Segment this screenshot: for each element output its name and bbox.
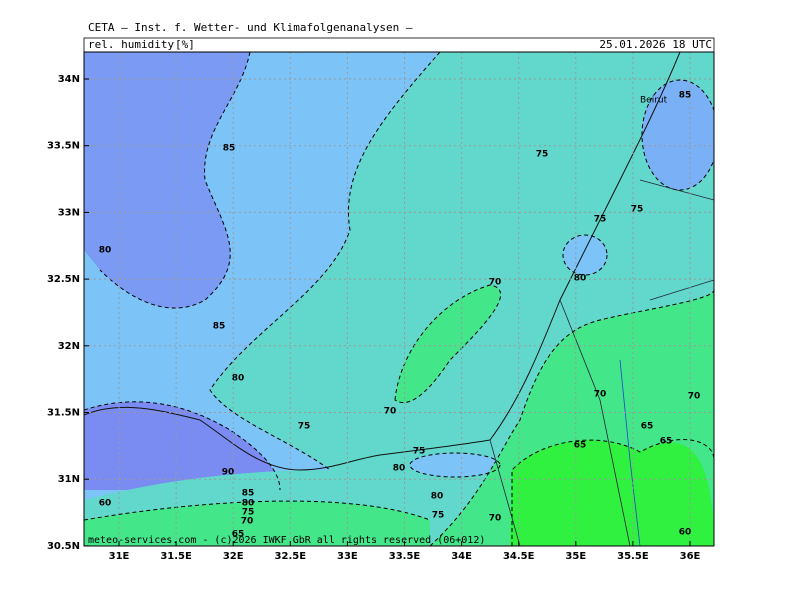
humidity-85-blob bbox=[642, 80, 714, 190]
contour-label: 80 bbox=[99, 246, 112, 256]
date-label: 25.01.2026 18 UTC bbox=[599, 38, 712, 51]
x-tick-label: 33E bbox=[337, 551, 358, 562]
field bbox=[84, 52, 714, 546]
contour-label: 70 bbox=[594, 390, 607, 400]
contour-label: 80 bbox=[393, 464, 406, 474]
contour-label: 60 bbox=[679, 528, 692, 538]
contour-label: 80 bbox=[232, 374, 245, 384]
y-tick-label: 32.5N bbox=[47, 274, 80, 285]
x-tick-label: 32E bbox=[223, 551, 244, 562]
y-tick-label: 33N bbox=[58, 207, 80, 218]
x-tick-label: 31.5E bbox=[160, 551, 192, 562]
contour-label: 75 bbox=[298, 422, 311, 432]
variable-label: rel. humidity bbox=[88, 38, 174, 51]
contour-label: 70 bbox=[241, 517, 254, 527]
contour-label: 75 bbox=[413, 447, 426, 457]
contour-label: 80 bbox=[242, 499, 255, 509]
y-tick-label: 30.5N bbox=[47, 541, 80, 552]
contour-label: 75 bbox=[594, 215, 607, 225]
contour-label: 85 bbox=[223, 144, 236, 154]
contour bbox=[99, 52, 251, 309]
contour-label: 85 bbox=[213, 322, 226, 332]
contour-label: 70 bbox=[384, 407, 397, 417]
y-tick-label: 31.5N bbox=[47, 408, 80, 419]
humidity-70-blob bbox=[395, 285, 501, 403]
unit-label: [%] bbox=[175, 38, 195, 51]
y-tick-label: 34N bbox=[58, 74, 80, 85]
humidity-90 bbox=[84, 401, 280, 490]
humidity-70-strip bbox=[84, 501, 430, 546]
contour-label: 70 bbox=[688, 392, 701, 402]
contour-label: 75 bbox=[432, 511, 445, 521]
x-tick-label: 35E bbox=[565, 551, 586, 562]
x-tick-label: 36E bbox=[680, 551, 701, 562]
x-tick-label: 34E bbox=[451, 551, 472, 562]
title: CETA — Inst. f. Wetter- und Klimafolgena… bbox=[88, 21, 413, 34]
contour-label: 75 bbox=[242, 508, 255, 518]
contour-label: 75 bbox=[536, 150, 549, 160]
map-frame bbox=[83, 51, 715, 547]
contour-label: 65 bbox=[660, 437, 673, 447]
contour-label: 65 bbox=[574, 441, 587, 451]
contour bbox=[394, 284, 502, 404]
y-tick-label: 33.5N bbox=[47, 141, 80, 152]
place-label: Beirut bbox=[640, 96, 668, 106]
contour bbox=[562, 234, 608, 276]
contour bbox=[209, 52, 441, 471]
contour bbox=[429, 289, 714, 546]
river bbox=[619, 359, 641, 546]
contour-label: 85 bbox=[679, 91, 692, 101]
contour-label: 85 bbox=[242, 489, 255, 499]
humidity-80-blob bbox=[410, 453, 500, 477]
y-tick-label: 31N bbox=[58, 474, 80, 485]
grid bbox=[84, 52, 714, 547]
contour bbox=[409, 452, 501, 478]
x-tick-label: 34.5E bbox=[503, 551, 535, 562]
contour-label: 70 bbox=[489, 278, 502, 288]
contour-label: 65 bbox=[641, 422, 654, 432]
contour-label: 90 bbox=[222, 468, 235, 478]
humidity-65 bbox=[510, 440, 714, 546]
x-tick-label: 31E bbox=[109, 551, 130, 562]
humidity-85-90 bbox=[84, 52, 250, 309]
contour-label: 60 bbox=[99, 499, 112, 509]
x-tick-label: 35.5E bbox=[617, 551, 649, 562]
y-tick-label: 32N bbox=[58, 341, 80, 352]
contour-label: 75 bbox=[631, 205, 644, 215]
contour bbox=[84, 401, 281, 491]
contour-label: 70 bbox=[489, 514, 502, 524]
humidity-80-blob bbox=[563, 235, 607, 275]
x-tick-label: 33.5E bbox=[389, 551, 421, 562]
contour-label: 65 bbox=[232, 530, 245, 540]
border bbox=[489, 179, 714, 546]
contour-label: 80 bbox=[431, 492, 444, 502]
coastline bbox=[84, 52, 681, 471]
x-tick-label: 32.5E bbox=[275, 551, 307, 562]
copyright: meteo-services.com - (c)2026 IWKF GbR al… bbox=[88, 535, 485, 546]
contour-label: 80 bbox=[574, 274, 587, 284]
